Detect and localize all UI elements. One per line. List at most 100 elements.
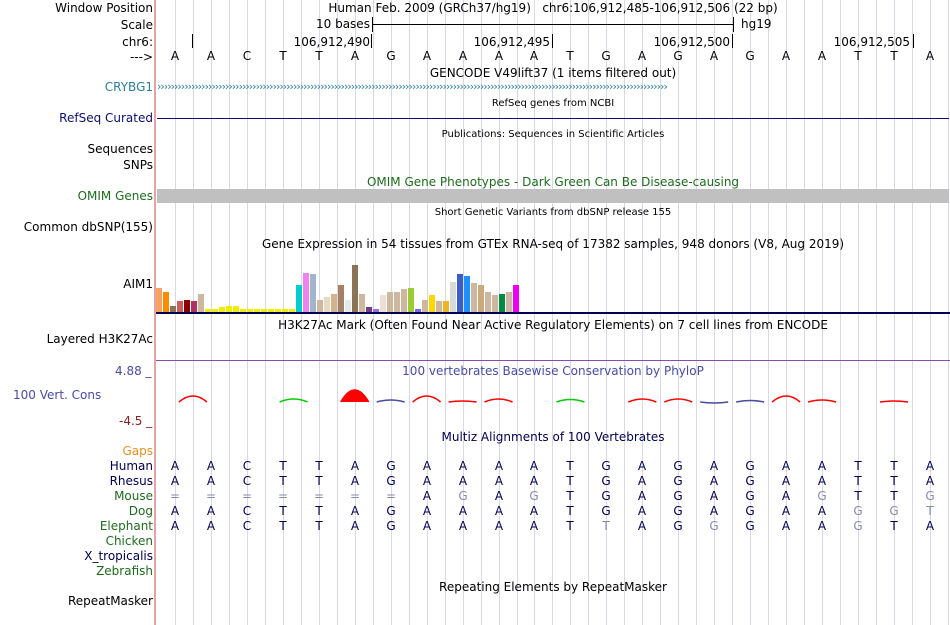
gtex-tissue-bar[interactable] bbox=[324, 297, 330, 312]
gtex-tissue-bar[interactable] bbox=[387, 292, 393, 312]
refseq-track-title[interactable]: RefSeq genes from NCBI bbox=[491, 98, 615, 109]
repeatmasker-track-title[interactable]: Repeating Elements by RepeatMasker bbox=[439, 580, 667, 594]
phylop-label[interactable]: 100 Vert. Cons bbox=[13, 388, 102, 402]
ruler-tick bbox=[371, 34, 372, 48]
alignment-base: T bbox=[566, 519, 574, 533]
gtex-tissue-bar[interactable] bbox=[513, 285, 519, 312]
gtex-tissue-bar[interactable] bbox=[366, 307, 372, 312]
gencode-track-title[interactable]: GENCODE V49lift37 (1 items filtered out) bbox=[429, 66, 677, 80]
alignment-base: A bbox=[781, 519, 791, 533]
gtex-tissue-bar[interactable] bbox=[457, 274, 463, 312]
h3k27ac-baseline bbox=[156, 360, 950, 361]
gtex-tissue-bar[interactable] bbox=[478, 285, 484, 312]
gtex-tissue-bar[interactable] bbox=[254, 309, 260, 312]
gtex-tissue-bar[interactable] bbox=[275, 309, 281, 312]
sequence-base: T bbox=[890, 49, 898, 63]
gtex-tissue-bar[interactable] bbox=[184, 300, 190, 312]
gtex-tissue-bar[interactable] bbox=[282, 309, 288, 312]
alignment-base: A bbox=[781, 459, 791, 473]
alignment-base: G bbox=[673, 459, 683, 473]
gtex-tissue-bar[interactable] bbox=[380, 295, 386, 312]
dbsnp-label[interactable]: Common dbSNP(155) bbox=[23, 220, 153, 234]
species-label[interactable]: Rhesus bbox=[109, 474, 153, 488]
gtex-tissue-bar[interactable] bbox=[268, 309, 274, 312]
omim-track-title[interactable]: OMIM Gene Phenotypes - Dark Green Can Be… bbox=[366, 175, 740, 189]
species-label[interactable]: Elephant bbox=[99, 519, 153, 533]
refseq-label[interactable]: RefSeq Curated bbox=[59, 111, 153, 125]
sequence-base: A bbox=[817, 49, 827, 63]
gtex-tissue-bar[interactable] bbox=[212, 309, 218, 312]
gtex-tissue-bar[interactable] bbox=[331, 294, 337, 312]
crybg1-gene-body[interactable]: ››››››››››››››››››››››››››››››››››››››››… bbox=[157, 80, 668, 93]
gtex-tissue-bar[interactable] bbox=[415, 309, 421, 312]
gtex-tissue-bar[interactable] bbox=[450, 282, 456, 312]
gtex-tissue-bar[interactable] bbox=[436, 301, 442, 312]
gtex-tissue-bar[interactable] bbox=[317, 300, 323, 312]
gtex-tissue-bar[interactable] bbox=[240, 309, 246, 312]
gtex-tissue-bar[interactable] bbox=[289, 309, 295, 312]
phylop-plot[interactable] bbox=[156, 380, 950, 424]
gtex-tissue-bar[interactable] bbox=[422, 300, 428, 312]
species-label[interactable]: Dog bbox=[128, 504, 153, 518]
sequence-base: A bbox=[781, 49, 791, 63]
gtex-tissue-bar[interactable] bbox=[303, 273, 309, 312]
gtex-tissue-bar[interactable] bbox=[296, 285, 302, 312]
gtex-tissue-bar[interactable] bbox=[163, 292, 169, 312]
crybg1-gene-label[interactable]: CRYBG1 bbox=[104, 80, 153, 94]
gtex-tissue-bar[interactable] bbox=[338, 285, 344, 312]
phylop-peak bbox=[807, 399, 837, 403]
repeatmasker-label[interactable]: RepeatMasker bbox=[67, 594, 153, 608]
species-label[interactable]: X_tropicalis bbox=[84, 549, 153, 563]
position-text[interactable]: Human Feb. 2009 (GRCh37/hg19) chr6:106,9… bbox=[328, 1, 778, 15]
gtex-tissue-bar[interactable] bbox=[499, 294, 505, 312]
species-label[interactable]: Human bbox=[109, 459, 153, 473]
gtex-tissue-bar[interactable] bbox=[429, 295, 435, 312]
sequence-base: A bbox=[529, 49, 539, 63]
multiz-track-title[interactable]: Multiz Alignments of 100 Vertebrates bbox=[441, 430, 665, 444]
gtex-tissue-bar[interactable] bbox=[352, 265, 358, 312]
h3k27ac-label[interactable]: Layered H3K27Ac bbox=[46, 332, 153, 346]
gtex-tissue-bar[interactable] bbox=[506, 292, 512, 312]
publications-track-title[interactable]: Publications: Sequences in Scientific Ar… bbox=[441, 129, 665, 140]
snps-label[interactable]: SNPs bbox=[123, 158, 153, 172]
alignment-base: G bbox=[925, 489, 935, 503]
species-label[interactable]: Mouse bbox=[114, 489, 153, 503]
gtex-tissue-bar[interactable] bbox=[156, 288, 162, 312]
gtex-tissue-bar[interactable] bbox=[233, 306, 239, 312]
aim1-label[interactable]: AIM1 bbox=[123, 277, 153, 291]
sequences-label[interactable]: Sequences bbox=[87, 142, 153, 156]
gtex-tissue-bar[interactable] bbox=[443, 301, 449, 312]
h3k27ac-track-title[interactable]: H3K27Ac Mark (Often Found Near Active Re… bbox=[278, 318, 828, 332]
omim-label[interactable]: OMIM Genes bbox=[77, 189, 153, 203]
gtex-tissue-bar[interactable] bbox=[492, 295, 498, 312]
gtex-tissue-bar[interactable] bbox=[261, 309, 267, 312]
species-label[interactable]: Chicken bbox=[105, 534, 153, 548]
gtex-tissue-bar[interactable] bbox=[464, 276, 470, 312]
gtex-tissue-bar[interactable] bbox=[177, 301, 183, 312]
gtex-track-title[interactable]: Gene Expression in 54 tissues from GTEx … bbox=[261, 237, 845, 251]
refseq-gene-line[interactable] bbox=[157, 118, 949, 119]
gtex-tissue-bar[interactable] bbox=[471, 283, 477, 312]
gtex-tissue-bar[interactable] bbox=[359, 294, 365, 312]
phylop-track-title[interactable]: 100 vertebrates Basewise Conservation by… bbox=[402, 364, 704, 378]
gtex-tissue-bar[interactable] bbox=[205, 309, 211, 312]
gtex-tissue-bar[interactable] bbox=[401, 289, 407, 312]
coord-label: 106,912,505 bbox=[833, 35, 910, 49]
gtex-tissue-bar[interactable] bbox=[219, 307, 225, 312]
gtex-tissue-bar[interactable] bbox=[226, 306, 232, 312]
omim-gene-bar[interactable] bbox=[157, 189, 949, 203]
gtex-tissue-bar[interactable] bbox=[373, 309, 379, 312]
gtex-tissue-bar[interactable] bbox=[485, 292, 491, 312]
gtex-tissue-bar[interactable] bbox=[247, 309, 253, 312]
gtex-bar-chart[interactable] bbox=[156, 252, 536, 312]
gtex-tissue-bar[interactable] bbox=[394, 292, 400, 312]
gtex-tissue-bar[interactable] bbox=[170, 306, 176, 312]
gtex-tissue-bar[interactable] bbox=[198, 294, 204, 312]
species-label[interactable]: Zebrafish bbox=[96, 564, 153, 578]
gtex-tissue-bar[interactable] bbox=[345, 300, 351, 312]
alignment-base: A bbox=[637, 474, 647, 488]
gtex-tissue-bar[interactable] bbox=[191, 301, 197, 312]
gtex-tissue-bar[interactable] bbox=[310, 274, 316, 312]
dbsnp-track-title[interactable]: Short Genetic Variants from dbSNP releas… bbox=[434, 207, 672, 218]
gtex-tissue-bar[interactable] bbox=[408, 288, 414, 312]
